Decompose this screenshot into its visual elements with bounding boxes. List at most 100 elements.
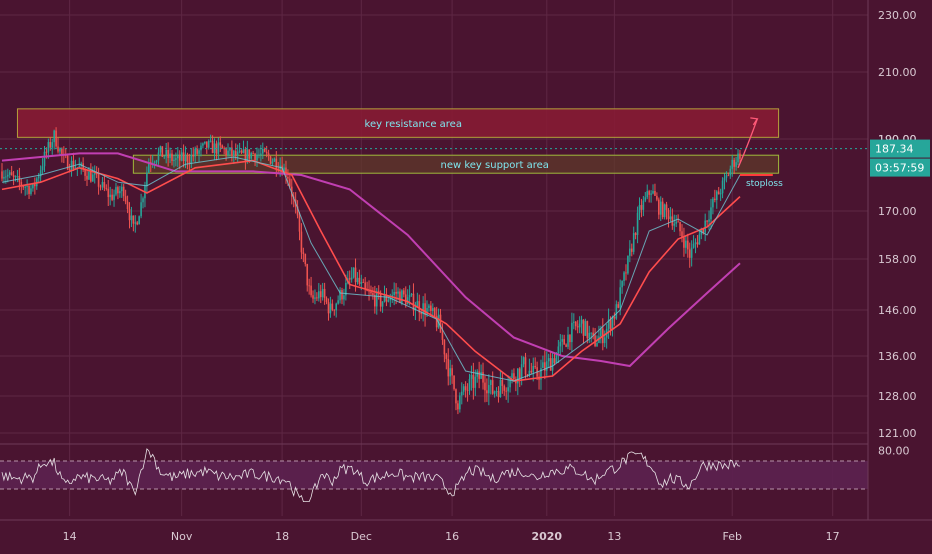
candle-body: [165, 149, 168, 157]
candle-body: [534, 365, 536, 368]
candle-body: [304, 253, 307, 265]
resistance-zone[interactable]: [16, 108, 780, 138]
rsi-tick-label: 80.00: [878, 445, 910, 458]
candle-body: [459, 395, 461, 410]
candle-body: [184, 154, 187, 162]
candle-body: [667, 210, 670, 220]
candle-body: [316, 297, 318, 299]
candle-body: [205, 141, 208, 148]
candle-body: [698, 234, 701, 245]
candle-body: [486, 390, 488, 394]
candle-body: [516, 368, 519, 384]
candle-body: [41, 166, 44, 171]
candle-body: [196, 148, 198, 154]
candle-body: [200, 145, 202, 151]
candle-body: [72, 160, 75, 169]
candle-body: [594, 335, 596, 347]
candle-body: [53, 130, 55, 143]
candle-body: [685, 240, 687, 248]
candle-body: [318, 291, 320, 299]
candle-body: [503, 385, 506, 391]
y-tick-label: 210.00: [878, 66, 917, 79]
candle-body: [68, 169, 71, 171]
candle-body: [532, 365, 535, 373]
candle-body: [491, 380, 494, 394]
candle-body: [613, 316, 616, 319]
candle-body: [372, 293, 374, 296]
candle-body: [142, 198, 144, 203]
stoploss-label: stoploss: [746, 179, 783, 189]
candle-body: [229, 147, 231, 151]
candle-body: [727, 175, 730, 177]
candle-body: [717, 191, 720, 195]
candle-body: [435, 316, 438, 328]
candle-body: [430, 305, 432, 311]
projection-arrow[interactable]: [737, 118, 758, 169]
candle-body: [88, 171, 90, 180]
candle-body: [630, 248, 633, 252]
candle-body: [223, 148, 225, 150]
candle-body: [399, 291, 401, 303]
candle-body: [445, 354, 448, 359]
candle-body: [466, 390, 469, 391]
candle-body: [418, 301, 421, 313]
candle-body: [416, 301, 419, 308]
candle-body: [451, 368, 453, 376]
candle-body: [625, 272, 627, 274]
candle-body: [244, 149, 247, 162]
candle-body: [578, 323, 581, 328]
candle-body: [6, 174, 9, 177]
candle-body: [39, 170, 42, 177]
candle-body: [455, 389, 457, 404]
candle-body: [370, 291, 372, 294]
candle-body: [725, 175, 728, 178]
candle-body: [86, 175, 88, 180]
candle-body: [211, 140, 214, 154]
candle-body: [640, 205, 643, 210]
candle-body: [545, 361, 548, 371]
candle-body: [449, 368, 451, 377]
candle-body: [387, 300, 390, 302]
candle-body: [460, 391, 463, 396]
candle-body: [673, 223, 676, 226]
candle-body: [155, 160, 158, 163]
candle-body: [437, 314, 440, 328]
candle-body: [513, 373, 515, 380]
candle-body: [337, 300, 339, 304]
candle-body: [731, 159, 734, 169]
candle-body: [644, 197, 647, 201]
candle-body: [331, 303, 334, 310]
candle-body: [584, 321, 587, 336]
candle-body: [16, 176, 19, 177]
candle-body: [569, 334, 571, 343]
candle-body: [563, 339, 565, 345]
candle-body: [66, 155, 69, 170]
candle-body: [542, 362, 544, 369]
candle-body: [163, 156, 166, 158]
candle-body: [47, 142, 50, 153]
candle-body: [198, 150, 200, 154]
candle-body: [677, 221, 679, 223]
candle-body: [269, 156, 272, 164]
y-tick-label: 158.00: [878, 253, 917, 266]
candle-body: [26, 185, 28, 187]
candle-body: [733, 159, 735, 167]
candle-body: [692, 243, 695, 248]
candle-body: [136, 222, 139, 225]
candle-body: [319, 291, 322, 298]
candle-body: [683, 237, 685, 248]
candle-body: [621, 280, 623, 288]
candle-body: [45, 151, 48, 153]
x-tick-label: 16: [445, 530, 459, 543]
candle-body: [101, 182, 104, 187]
candle-body: [603, 337, 606, 344]
candle-body: [49, 142, 52, 148]
candle-body: [231, 147, 233, 156]
countdown-badge: [870, 158, 930, 177]
x-tick-label: Nov: [171, 530, 193, 543]
candle-body: [665, 204, 668, 211]
support-zone[interactable]: [132, 154, 780, 174]
candle-body: [592, 332, 594, 336]
